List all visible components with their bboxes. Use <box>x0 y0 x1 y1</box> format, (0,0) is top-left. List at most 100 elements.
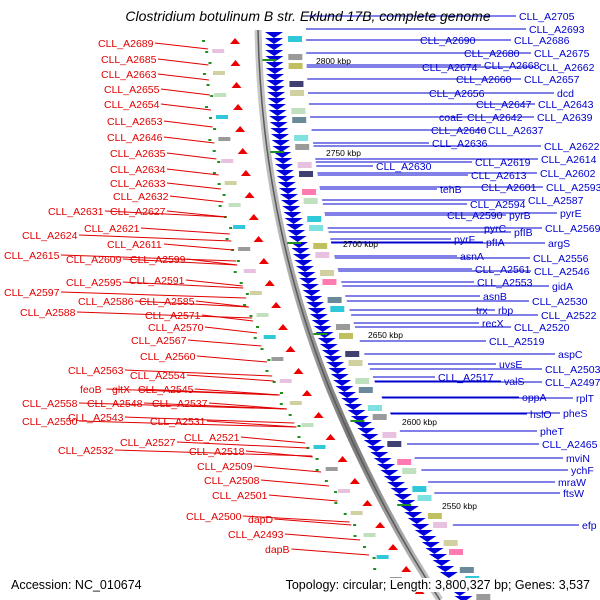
gene-label[interactable]: CLL_A2508 <box>204 475 260 487</box>
gene-label[interactable]: CLL_A2545 <box>138 384 194 396</box>
gene-label[interactable]: CLL_A2503 <box>545 364 600 376</box>
gene-label[interactable]: CLL_A2558 <box>22 398 78 410</box>
gene-label[interactable]: ychF <box>571 465 594 477</box>
gene-label[interactable]: aspC <box>558 349 583 361</box>
gene-label[interactable]: ftsW <box>563 488 584 500</box>
gene-label[interactable]: pyrC <box>484 223 507 235</box>
gene-label[interactable]: CLL_A2624 <box>22 230 78 242</box>
gene-label[interactable]: CLL_A2627 <box>110 206 166 218</box>
gene-label[interactable]: CLL_A2693 <box>529 24 585 36</box>
gene-label[interactable]: recX <box>482 318 504 330</box>
gene-label[interactable]: CLL_A2655 <box>104 84 160 96</box>
gene-label[interactable]: CLL_A2531 <box>150 416 206 428</box>
gene-label[interactable]: CLL_A2663 <box>101 69 157 81</box>
gene-label[interactable]: CLL_A2522 <box>541 310 597 322</box>
gene-label[interactable]: CLL_A2591 <box>129 275 185 287</box>
gene-label[interactable]: CLL_A2530 <box>532 296 588 308</box>
gene-label[interactable]: CLL_A2634 <box>110 164 166 176</box>
gene-label[interactable]: CLL_A2675 <box>534 48 590 60</box>
gene-label[interactable]: CLL_A2500 <box>186 511 242 523</box>
gene-label[interactable]: CLL_A2560 <box>140 351 196 363</box>
gene-label[interactable]: rplT <box>576 393 595 405</box>
gene-label[interactable]: CLL_A2637 <box>488 125 544 137</box>
gene-label[interactable]: CLL_A2588 <box>20 307 76 319</box>
gene-label[interactable]: CLL_A2642 <box>467 112 523 124</box>
gene-label[interactable]: CLL_A2527 <box>120 437 176 449</box>
gene-label[interactable]: dcd <box>557 88 574 100</box>
gene-label[interactable]: CLL_A2613 <box>471 170 527 182</box>
gene-label[interactable]: CLL_A2614 <box>541 154 597 166</box>
gene-label[interactable]: CLL_A2668 <box>484 60 540 72</box>
gene-label[interactable]: CLL_A2548 <box>87 398 143 410</box>
gene-label[interactable]: CLL_A2636 <box>432 138 488 150</box>
gene-label[interactable]: CLL_A2622 <box>544 141 600 153</box>
gene-label[interactable]: CLL_A2501 <box>212 490 268 502</box>
gene-label[interactable]: CLL_A2585 <box>139 296 195 308</box>
gene-label[interactable]: CLL_A2553 <box>477 277 533 289</box>
gene-label[interactable]: dapD <box>248 514 274 526</box>
gene-label[interactable]: CLL_A2567 <box>131 335 187 347</box>
gene-label[interactable]: CLL_A2619 <box>475 157 531 169</box>
gene-label[interactable]: CLL_A2656 <box>429 88 485 100</box>
gene-label[interactable]: CLL_A2632 <box>113 191 169 203</box>
gene-label[interactable]: CLL_A2653 <box>107 116 163 128</box>
gene-label[interactable]: CLL_A2465 <box>542 439 598 451</box>
gene-label[interactable]: CLL_A2646 <box>107 132 163 144</box>
gene-label[interactable]: pheS <box>563 408 588 420</box>
gene-label[interactable]: CLL_A2521 <box>184 432 240 444</box>
gene-label[interactable]: CLL_A2680 <box>464 48 520 60</box>
gene-label[interactable]: feoB <box>80 384 102 396</box>
gene-label[interactable]: CLL_A2662 <box>539 62 595 74</box>
gene-label[interactable]: CLL_A2537 <box>152 398 208 410</box>
gene-label[interactable]: pheT <box>540 426 565 438</box>
gene-label[interactable]: valS <box>504 376 524 388</box>
gene-label[interactable]: CLL_A2571 <box>145 310 201 322</box>
gene-label[interactable]: CLL_A2550 <box>22 416 78 428</box>
gene-label[interactable]: CLL_A2587 <box>528 195 584 207</box>
gene-label[interactable]: CLL_A2602 <box>540 168 596 180</box>
gene-label[interactable]: tehB <box>440 184 462 196</box>
gene-label[interactable]: gidA <box>552 281 573 293</box>
gene-label[interactable]: CLL_A2493 <box>228 529 284 541</box>
gene-label[interactable]: CLL_A2643 <box>538 99 594 111</box>
gene-label[interactable]: CLL_A2546 <box>534 266 590 278</box>
gene-label[interactable]: CLL_A2601 <box>481 182 537 194</box>
gene-label[interactable]: CLL_A2639 <box>537 112 593 124</box>
gene-label[interactable]: CLL_A2561 <box>475 264 531 276</box>
gene-label[interactable]: CLL_A2518 <box>189 446 245 458</box>
gene-label[interactable]: pyrE <box>560 208 582 220</box>
gene-label[interactable]: CLL_A2570 <box>148 322 204 334</box>
gene-label[interactable]: CLL_A2595 <box>66 277 122 289</box>
gene-label[interactable]: hslO <box>530 409 552 421</box>
gene-label[interactable]: coaE <box>439 112 463 124</box>
gene-label[interactable]: pfIA <box>486 237 505 249</box>
gene-label[interactable]: dapB <box>265 544 290 556</box>
gene-label[interactable]: CLL_A2594 <box>470 199 526 211</box>
gene-label[interactable]: CLL_A2631 <box>48 206 104 218</box>
gene-label[interactable]: CLL_A2569 <box>545 223 600 235</box>
gene-label[interactable]: asnB <box>483 291 507 303</box>
gene-label[interactable]: pyrB <box>509 210 531 222</box>
gene-label[interactable]: CLL_A2633 <box>110 178 166 190</box>
gene-label[interactable]: CLL_A2690 <box>420 35 476 47</box>
gene-label[interactable]: CLL_A2615 <box>4 250 60 262</box>
gene-label[interactable]: CLL_A2640 <box>431 125 487 137</box>
gene-label[interactable]: oppA <box>522 392 547 404</box>
gene-label[interactable]: CLL_A2660 <box>456 74 512 86</box>
gene-label[interactable]: pyrF <box>454 234 475 246</box>
gene-label[interactable]: CLL_A2674 <box>422 62 478 74</box>
gene-label[interactable]: CLL_A2497 <box>545 377 600 389</box>
gene-label[interactable]: CLL_A2593 <box>546 182 600 194</box>
gene-label[interactable]: CLL_A2520 <box>514 322 570 334</box>
gene-label[interactable]: CLL_A2597 <box>4 287 60 299</box>
gene-label[interactable]: efp <box>582 520 597 532</box>
gene-label[interactable]: trx <box>476 305 488 317</box>
gene-label[interactable]: CLL_A2556 <box>533 253 589 265</box>
gene-label[interactable]: CLL_A2563 <box>68 365 124 377</box>
gene-label[interactable]: CLL_A2647 <box>476 99 532 111</box>
gene-label[interactable]: CLL_A2630 <box>376 161 432 173</box>
gene-label[interactable]: CLL_A2635 <box>110 148 166 160</box>
gene-label[interactable]: CLL_A2705 <box>519 11 575 23</box>
gene-label[interactable]: CLL_A2517 <box>438 372 494 384</box>
gene-label[interactable]: CLL_A2543 <box>68 412 124 424</box>
